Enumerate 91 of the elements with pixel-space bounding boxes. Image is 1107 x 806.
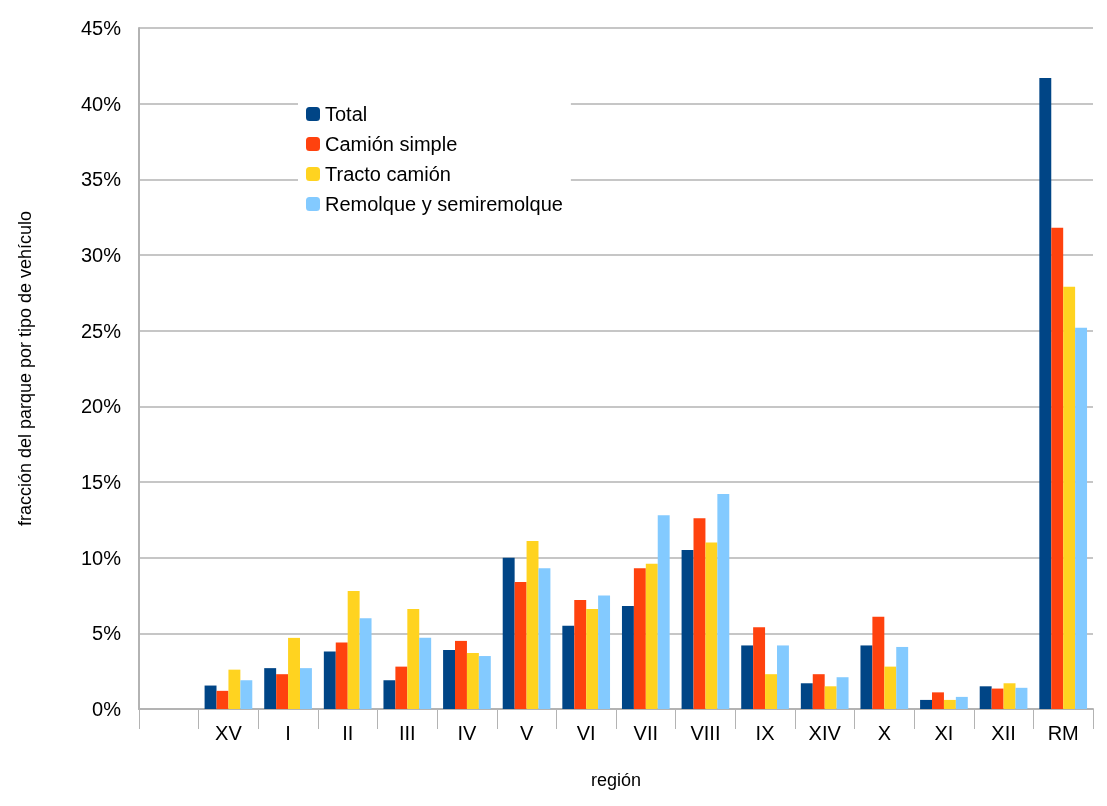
bar — [1015, 687, 1028, 709]
bar — [717, 494, 730, 709]
x-tick-label: XIV — [808, 722, 842, 744]
y-axis-title: fracción del parque por tipo de vehículo — [15, 210, 35, 527]
bar — [979, 686, 992, 709]
bar — [824, 686, 837, 709]
bar — [574, 600, 587, 709]
x-tick-label: RM — [1047, 722, 1079, 744]
legend-label: Total — [325, 103, 368, 125]
x-tick-label: XI — [934, 722, 954, 744]
bar — [419, 637, 432, 709]
bar — [562, 625, 575, 709]
bar — [812, 674, 825, 709]
bar — [693, 518, 706, 709]
bar — [586, 609, 599, 709]
bar — [681, 550, 694, 709]
x-tick-label: XII — [991, 722, 1016, 744]
bar — [383, 680, 396, 709]
legend-label: Camión simple — [325, 133, 458, 155]
y-tick-label: 30% — [80, 244, 122, 266]
bar — [920, 699, 933, 709]
bar — [478, 656, 491, 709]
y-tick-label: 35% — [80, 168, 122, 191]
bar — [657, 515, 670, 709]
bar — [741, 645, 754, 709]
x-tick-label: X — [877, 722, 891, 744]
y-tick-label: 5% — [92, 622, 122, 645]
bar — [443, 649, 456, 709]
bar — [323, 651, 336, 709]
bar — [645, 563, 658, 709]
bar — [407, 609, 420, 709]
bar — [514, 581, 527, 709]
bar — [932, 692, 944, 709]
x-axis-title: región — [590, 770, 642, 790]
bar — [276, 674, 289, 709]
bar — [753, 627, 766, 709]
y-tick-label: 15% — [80, 471, 122, 493]
bar — [264, 668, 277, 709]
bar — [1039, 77, 1052, 709]
bar — [896, 646, 909, 709]
x-tick-label: VIII — [690, 722, 721, 744]
bar — [526, 541, 539, 709]
x-tick-label: II — [342, 722, 354, 744]
bar — [1003, 683, 1016, 709]
legend-label: Remolque y semiremolque — [325, 193, 563, 215]
bar — [765, 674, 777, 709]
bar — [598, 595, 611, 709]
bar — [466, 653, 479, 709]
bar — [288, 637, 300, 709]
bar — [884, 666, 897, 709]
bar — [538, 568, 551, 709]
bar — [347, 590, 360, 709]
x-tick-label: VII — [633, 722, 659, 744]
bar — [621, 606, 634, 709]
bar — [359, 618, 372, 709]
bar — [991, 688, 1004, 709]
bar — [502, 557, 515, 709]
bar — [216, 690, 229, 709]
bar — [800, 683, 813, 709]
bar — [633, 568, 646, 709]
y-tick-label: 40% — [80, 92, 122, 115]
y-tick-label: 20% — [80, 395, 122, 418]
bar — [299, 668, 312, 709]
bar — [228, 669, 241, 709]
bar — [335, 642, 348, 709]
y-tick-label: 0% — [92, 698, 122, 720]
bar — [836, 677, 849, 709]
x-tick-label: V — [519, 722, 534, 744]
bar — [705, 542, 718, 709]
bar — [872, 616, 885, 709]
bar — [395, 666, 408, 709]
x-tick-label: XV — [215, 722, 243, 744]
x-tick-label: VI — [576, 722, 596, 744]
bar — [1063, 286, 1076, 709]
x-tick-label: III — [398, 722, 416, 744]
x-tick-label: IV — [457, 722, 478, 744]
bar — [776, 645, 789, 709]
bar — [955, 696, 968, 709]
bar — [1075, 327, 1088, 709]
y-tick-label: 10% — [80, 546, 122, 569]
y-tick-label: 25% — [80, 319, 122, 342]
bar — [943, 699, 956, 709]
bar — [860, 645, 873, 709]
legend-label: Tracto camión — [325, 163, 451, 185]
x-tick-label: I — [285, 722, 291, 744]
bar — [204, 685, 217, 709]
bar — [240, 680, 253, 709]
bar — [455, 640, 467, 709]
x-tick-label: IX — [755, 722, 775, 744]
bar — [1051, 227, 1064, 709]
y-tick-label: 45% — [80, 17, 122, 39]
